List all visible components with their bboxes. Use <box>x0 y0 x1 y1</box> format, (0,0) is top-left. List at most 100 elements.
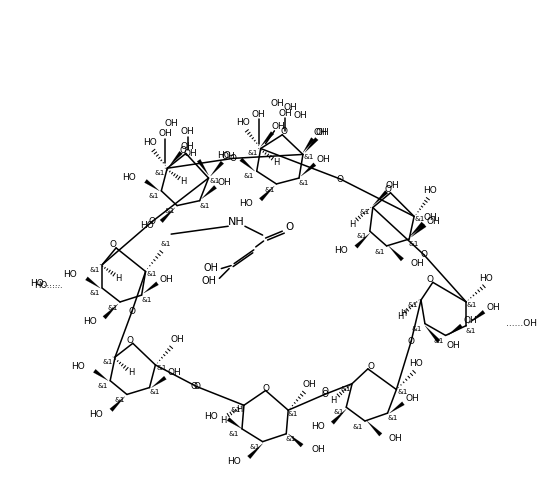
Text: &1: &1 <box>243 173 254 179</box>
Text: OH: OH <box>252 109 266 119</box>
Polygon shape <box>103 304 118 319</box>
Text: OH: OH <box>164 120 178 128</box>
Text: &1: &1 <box>154 170 164 176</box>
Text: H: H <box>128 368 134 377</box>
Polygon shape <box>411 224 426 237</box>
Text: NH: NH <box>228 217 245 228</box>
Text: HO: HO <box>227 457 241 466</box>
Text: OH: OH <box>283 103 297 112</box>
Text: &1: &1 <box>374 249 385 255</box>
Text: &1: &1 <box>146 271 157 278</box>
Polygon shape <box>288 434 304 447</box>
Text: HO: HO <box>479 274 493 283</box>
Text: HO: HO <box>122 173 136 182</box>
Polygon shape <box>305 137 318 152</box>
Text: &1: &1 <box>265 187 275 193</box>
Text: &1: &1 <box>231 407 241 413</box>
Text: ......OH: ......OH <box>506 319 537 328</box>
Text: OH: OH <box>303 380 316 389</box>
Polygon shape <box>247 443 262 459</box>
Text: OH: OH <box>180 142 194 151</box>
Text: HO: HO <box>239 199 253 208</box>
Text: HO: HO <box>236 119 250 127</box>
Polygon shape <box>390 402 405 413</box>
Text: &1: &1 <box>165 209 175 214</box>
Text: &1: &1 <box>357 233 367 239</box>
Text: &1: &1 <box>467 302 477 308</box>
Polygon shape <box>197 159 208 175</box>
Polygon shape <box>240 158 255 171</box>
Polygon shape <box>447 324 463 335</box>
Text: &1: &1 <box>333 409 344 415</box>
Text: H: H <box>236 405 242 414</box>
Text: HO: HO <box>83 317 96 326</box>
Text: HO: HO <box>311 422 325 431</box>
Text: HO: HO <box>140 221 154 230</box>
Text: O: O <box>420 250 427 259</box>
Text: OH: OH <box>446 341 460 350</box>
Text: OH: OH <box>221 152 235 161</box>
Text: OH: OH <box>314 128 327 137</box>
Text: &1: &1 <box>415 216 425 222</box>
Text: &1: &1 <box>209 178 220 184</box>
Polygon shape <box>160 208 175 223</box>
Text: OH: OH <box>201 276 216 286</box>
Text: HO: HO <box>204 412 219 421</box>
Text: &1: &1 <box>360 210 370 215</box>
Text: HO: HO <box>143 138 156 147</box>
Text: HO: HO <box>89 410 103 419</box>
Text: O: O <box>190 382 197 391</box>
Text: H: H <box>220 415 227 425</box>
Text: O: O <box>367 362 374 372</box>
Polygon shape <box>355 233 370 248</box>
Polygon shape <box>169 151 182 166</box>
Polygon shape <box>151 376 167 388</box>
Text: OH: OH <box>487 303 500 312</box>
Text: &1: &1 <box>115 397 125 403</box>
Text: &1: &1 <box>89 267 100 272</box>
Text: O: O <box>127 336 133 345</box>
Text: OH: OH <box>427 217 441 226</box>
Text: O: O <box>180 146 187 155</box>
Text: O: O <box>337 174 344 184</box>
Text: &1: &1 <box>141 297 151 303</box>
Polygon shape <box>202 186 217 199</box>
Text: OH: OH <box>181 127 195 136</box>
Polygon shape <box>388 246 404 261</box>
Text: HO: HO <box>409 360 423 368</box>
Text: OH: OH <box>386 181 399 190</box>
Text: H: H <box>115 274 121 283</box>
Text: &1: &1 <box>412 325 422 332</box>
Text: &1: &1 <box>89 290 100 296</box>
Text: O: O <box>408 337 414 346</box>
Text: &1: &1 <box>248 150 258 157</box>
Text: OH: OH <box>463 316 477 325</box>
Text: OH: OH <box>159 129 172 138</box>
Text: &1: &1 <box>288 411 298 417</box>
Text: OH: OH <box>184 149 197 158</box>
Text: &1: &1 <box>304 154 314 161</box>
Text: OH: OH <box>167 368 181 377</box>
Text: &1: &1 <box>160 241 170 247</box>
Text: O: O <box>281 127 288 136</box>
Polygon shape <box>144 179 160 191</box>
Polygon shape <box>303 137 314 152</box>
Text: HO: HO <box>71 362 84 372</box>
Text: O: O <box>321 390 328 399</box>
Text: &1: &1 <box>149 389 160 395</box>
Text: &1: &1 <box>102 359 113 365</box>
Text: O: O <box>110 241 117 249</box>
Text: &1: &1 <box>200 202 210 209</box>
Text: O: O <box>262 384 269 393</box>
Polygon shape <box>227 417 242 429</box>
Text: OH: OH <box>405 394 419 403</box>
Polygon shape <box>409 222 424 237</box>
Polygon shape <box>331 409 346 424</box>
Text: &1: &1 <box>353 424 363 430</box>
Text: &1: &1 <box>340 386 351 391</box>
Polygon shape <box>110 396 125 412</box>
Text: O: O <box>384 186 391 194</box>
Polygon shape <box>373 190 388 206</box>
Text: &1: &1 <box>148 193 159 199</box>
Text: &1: &1 <box>286 436 296 442</box>
